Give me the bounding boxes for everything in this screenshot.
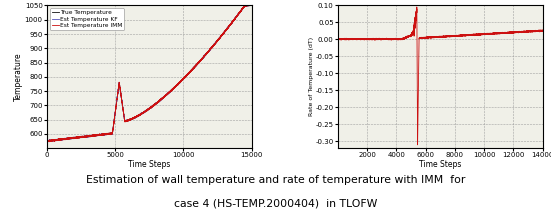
Est Temperature KF [45,140,51,143]
Est Temperature KF [222,30,228,32]
Y-axis label: Rate of Temperature (dT): Rate of Temperature (dT) [309,37,314,116]
Est Temperature IMM [246,3,252,6]
Est Temperature KF [44,140,50,142]
Est Temperature KF [227,23,234,26]
True Temperature [222,30,228,33]
Est Temperature KF [247,3,254,5]
X-axis label: Time Steps: Time Steps [128,160,170,169]
Est Temperature KF [246,4,252,6]
Est Temperature IMM [174,83,181,86]
Legend: True Temperature, Est Temperature KF, Est Temperature IMM: True Temperature, Est Temperature KF, Es… [50,8,125,30]
Est Temperature KF [174,84,181,87]
Est Temperature KF [136,114,142,117]
Est Temperature KF [248,3,255,5]
Est Temperature IMM [136,114,142,117]
True Temperature [136,114,142,117]
Est Temperature IMM [222,30,228,33]
True Temperature [227,23,234,26]
True Temperature [44,140,50,142]
Est Temperature IMM [227,23,234,26]
True Temperature [248,4,255,6]
Est Temperature IMM [44,140,50,142]
Est Temperature KF [249,4,255,6]
Line: Est Temperature IMM: Est Temperature IMM [47,4,252,142]
True Temperature [174,83,181,86]
Text: case 4 (HS-TEMP.2000404)  in TLOFW: case 4 (HS-TEMP.2000404) in TLOFW [174,199,377,209]
True Temperature [246,4,252,6]
Line: True Temperature: True Temperature [47,5,252,141]
X-axis label: Time Steps: Time Steps [419,160,462,169]
Est Temperature IMM [247,3,254,5]
Est Temperature IMM [248,4,255,7]
Line: Est Temperature KF: Est Temperature KF [47,4,252,142]
Est Temperature IMM [249,4,255,6]
Est Temperature IMM [46,141,52,143]
Text: Estimation of wall temperature and rate of temperature with IMM  for: Estimation of wall temperature and rate … [86,175,465,185]
Y-axis label: Temperature: Temperature [14,53,23,101]
True Temperature [249,3,255,6]
